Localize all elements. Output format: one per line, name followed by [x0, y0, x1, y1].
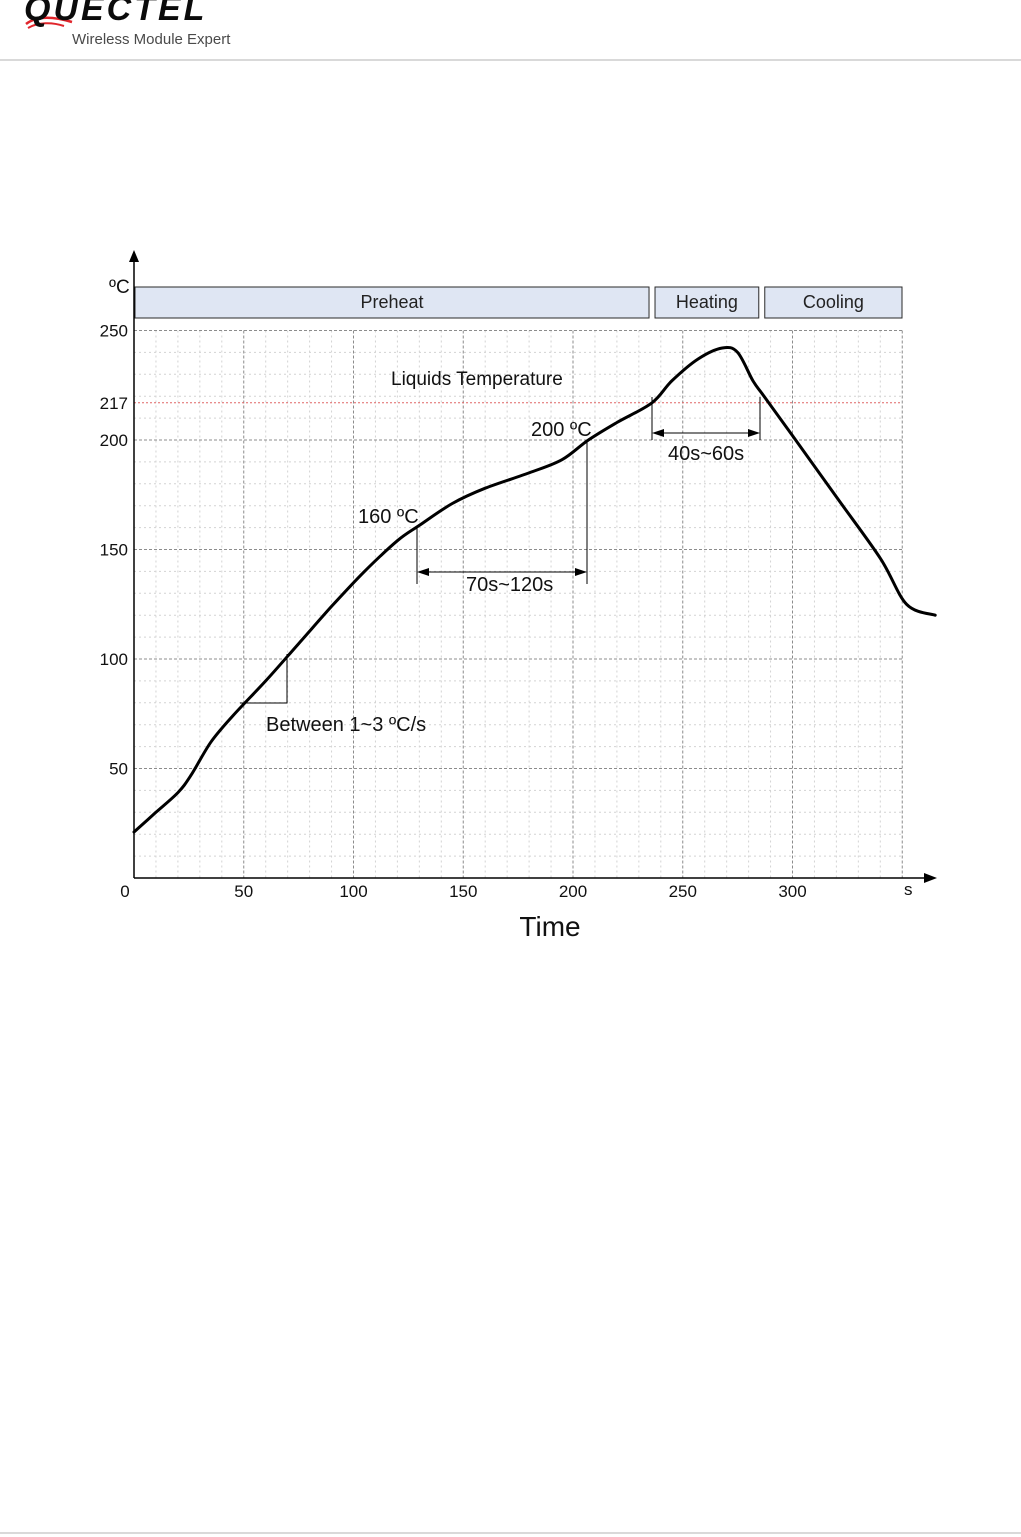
y-tick-label: 150 — [100, 541, 128, 560]
grid-minor — [134, 330, 902, 878]
footer-divider — [0, 1532, 1021, 1534]
y-tick-label: 200 — [100, 431, 128, 450]
grid-major — [134, 330, 903, 878]
x-axis-unit-label: s — [904, 880, 913, 899]
temp-200-label: 200 ºC — [531, 419, 592, 441]
dwell-reflow-arrow-left-icon — [652, 429, 664, 437]
phase-bar-cooling: Cooling — [764, 286, 903, 319]
phase-bar-heating-label: Heating — [676, 292, 738, 312]
x-axis-title: Time — [519, 911, 580, 942]
y-tick-labels: 50 100 150 200 217 250 — [100, 322, 128, 779]
ramp-rate-label: Between 1~3 ºC/s — [266, 714, 426, 736]
phase-bar-cooling-rect — [764, 286, 903, 319]
x-tick-labels: 0 50 100 150 200 250 300 — [120, 882, 806, 901]
phase-bar-preheat: Preheat — [134, 286, 650, 319]
x-tick-label: 300 — [778, 882, 806, 901]
page-header: QUECTEL Wireless Module Expert — [0, 0, 1021, 62]
logo-tagline: Wireless Module Expert — [72, 31, 231, 48]
x-tick-label: 0 — [120, 882, 129, 901]
reflow-profile-curve — [132, 345, 937, 834]
header-divider — [0, 59, 1021, 61]
y-axis-arrow-icon — [129, 250, 139, 262]
y-tick-label: 50 — [109, 760, 128, 779]
x-tick-label: 150 — [449, 882, 477, 901]
dwell-preheat-arrow-left-icon — [417, 568, 429, 576]
phase-bar-heating-rect — [654, 286, 760, 319]
reflow-profile-chart: Preheat Heating Cooling Liquids Temperat… — [100, 250, 937, 942]
dwell-reflow-label: 40s~60s — [668, 443, 744, 465]
x-tick-label: 250 — [669, 882, 697, 901]
quectel-logo-swoosh-icon — [25, 16, 73, 29]
dwell-reflow-arrow-right-icon — [748, 429, 760, 437]
ramp-slope-triangle — [240, 654, 288, 704]
y-tick-label: 217 — [100, 394, 128, 413]
x-tick-label: 200 — [559, 882, 587, 901]
x-tick-label: 100 — [339, 882, 367, 901]
phase-bar-preheat-label: Preheat — [360, 292, 423, 312]
x-tick-label: 50 — [234, 882, 253, 901]
dwell-preheat-label: 70s~120s — [466, 574, 553, 596]
phase-bar-cooling-label: Cooling — [803, 292, 864, 312]
phase-bar-preheat-rect — [134, 286, 650, 319]
y-tick-label: 100 — [100, 650, 128, 669]
y-axis-unit-label: ºC — [109, 277, 130, 298]
quectel-logo: QUECTEL — [24, 0, 208, 28]
y-tick-label: 250 — [100, 322, 128, 341]
x-axis-arrow-icon — [924, 873, 937, 883]
phase-bar-heating: Heating — [654, 286, 760, 319]
temp-160-label: 160 ºC — [358, 506, 419, 528]
liquidus-label: Liquids Temperature — [391, 369, 563, 390]
dwell-preheat-arrow-right-icon — [575, 568, 587, 576]
